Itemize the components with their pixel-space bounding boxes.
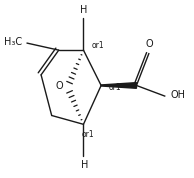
Text: H₃C: H₃C — [4, 37, 23, 47]
Polygon shape — [101, 83, 136, 88]
Text: O: O — [146, 39, 153, 49]
Text: or1: or1 — [91, 41, 104, 50]
Text: OH: OH — [171, 90, 186, 100]
Text: O: O — [55, 81, 63, 91]
Text: or1: or1 — [109, 83, 122, 92]
Text: or1: or1 — [82, 130, 94, 139]
Text: H: H — [81, 160, 88, 170]
Text: H: H — [80, 4, 87, 15]
